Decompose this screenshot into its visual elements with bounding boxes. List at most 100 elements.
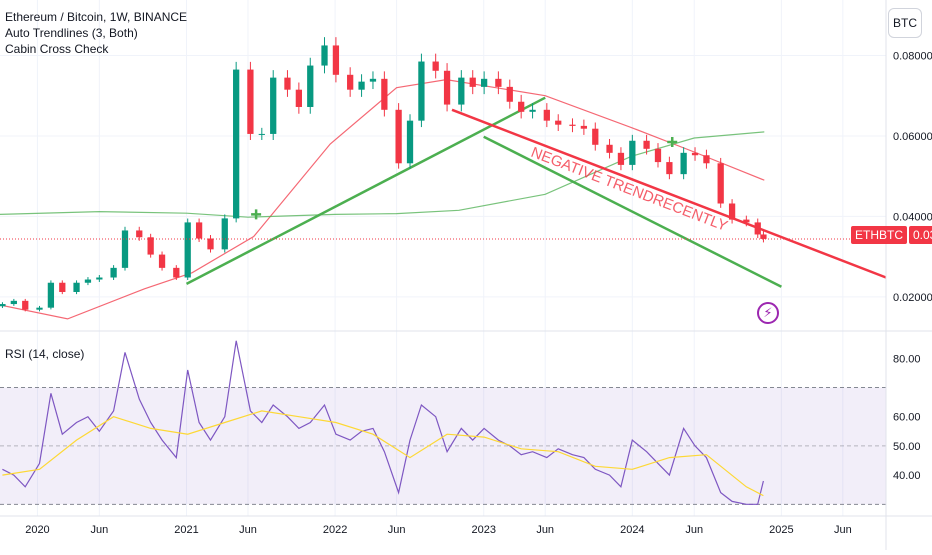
candle[interactable] xyxy=(617,152,625,165)
candle[interactable] xyxy=(480,78,488,87)
price-badge-value: 0.03439 xyxy=(909,226,932,244)
candle[interactable] xyxy=(147,237,154,255)
y-tick-label: 0.04000 xyxy=(893,211,932,223)
candle[interactable] xyxy=(195,222,203,239)
cross-marker[interactable] xyxy=(667,136,678,147)
legend: Ethereum / Bitcoin, 1W, BINANCE Auto Tre… xyxy=(5,9,187,57)
candle[interactable] xyxy=(158,254,166,268)
moving-average-slow[interactable] xyxy=(0,131,765,218)
x-tick-label: 2025 xyxy=(769,524,793,536)
candle[interactable] xyxy=(691,152,699,156)
candle[interactable] xyxy=(518,101,525,112)
trendline-support[interactable] xyxy=(185,96,546,286)
candle[interactable] xyxy=(307,65,314,107)
candle[interactable] xyxy=(754,222,761,235)
cross-marker[interactable] xyxy=(251,209,262,220)
y-tick-label: 0.02000 xyxy=(893,292,932,304)
candle[interactable] xyxy=(506,86,513,102)
candle[interactable] xyxy=(569,124,576,126)
candle[interactable] xyxy=(760,234,767,239)
moving-average-fast[interactable] xyxy=(0,78,765,320)
candle[interactable] xyxy=(395,109,402,164)
candle[interactable] xyxy=(258,133,265,135)
candle[interactable] xyxy=(629,140,636,165)
indicator-cabin-cross-check[interactable]: Cabin Cross Check xyxy=(5,42,109,56)
candle[interactable] xyxy=(96,277,103,280)
candle[interactable] xyxy=(469,77,476,87)
candle[interactable] xyxy=(321,45,328,66)
candle[interactable] xyxy=(381,78,388,110)
candle[interactable] xyxy=(247,69,254,134)
candle[interactable] xyxy=(369,78,377,82)
candle[interactable] xyxy=(47,282,55,308)
rsi-y-tick-label: 40.00 xyxy=(893,470,921,482)
candle[interactable] xyxy=(418,61,425,121)
candle[interactable] xyxy=(10,300,17,305)
x-tick-label: 2022 xyxy=(323,524,347,536)
candle[interactable] xyxy=(606,144,613,153)
x-tick-label: 2024 xyxy=(620,524,644,536)
x-tick-label: Jun xyxy=(388,524,406,536)
candle[interactable] xyxy=(654,148,662,163)
candle[interactable] xyxy=(207,238,214,250)
price-badge: ETHBTC 0.03439 xyxy=(851,226,932,244)
candle[interactable] xyxy=(295,89,302,107)
candle[interactable] xyxy=(432,61,439,71)
candle[interactable] xyxy=(543,109,550,121)
candle[interactable] xyxy=(73,282,80,292)
candle[interactable] xyxy=(233,69,240,219)
candle[interactable] xyxy=(580,125,588,129)
candle[interactable] xyxy=(84,279,92,283)
rsi-title[interactable]: RSI (14, close) xyxy=(5,347,85,361)
x-tick-label: Jun xyxy=(685,524,703,536)
rsi-y-tick-label: 60.00 xyxy=(893,412,921,424)
candle[interactable] xyxy=(680,152,687,175)
candle[interactable] xyxy=(666,162,673,175)
y-tick-label: 0.08000 xyxy=(893,51,932,63)
candle[interactable] xyxy=(270,77,277,134)
trendline-resistance[interactable] xyxy=(451,108,887,279)
lightning-icon[interactable]: ⚡︎ xyxy=(757,302,779,324)
x-tick-label: 2020 xyxy=(25,524,49,536)
candle[interactable] xyxy=(284,77,291,90)
candle[interactable] xyxy=(347,74,354,90)
candle[interactable] xyxy=(443,70,451,105)
candle[interactable] xyxy=(703,155,710,164)
candle[interactable] xyxy=(221,218,228,250)
candle[interactable] xyxy=(743,219,750,223)
indicator-auto-trendlines[interactable]: Auto Trendlines (3, Both) xyxy=(5,26,138,40)
price-badge-symbol: ETHBTC xyxy=(851,226,907,244)
x-tick-label: 2023 xyxy=(471,524,495,536)
rsi-y-tick-label: 80.00 xyxy=(893,353,921,365)
candle[interactable] xyxy=(592,128,599,145)
candle[interactable] xyxy=(728,203,736,220)
candle[interactable] xyxy=(458,77,465,105)
candle[interactable] xyxy=(406,120,414,164)
trendline-lower[interactable] xyxy=(483,135,782,288)
x-tick-label: Jun xyxy=(834,524,852,536)
currency-button[interactable]: BTC xyxy=(888,8,922,38)
candle[interactable] xyxy=(36,307,43,310)
candle[interactable] xyxy=(717,163,724,204)
candle[interactable] xyxy=(173,267,180,278)
rsi-moving-average[interactable] xyxy=(2,410,764,497)
candle[interactable] xyxy=(184,222,191,278)
candle[interactable] xyxy=(110,267,117,278)
rsi-line[interactable] xyxy=(2,340,764,505)
candle[interactable] xyxy=(121,230,129,268)
candle[interactable] xyxy=(332,45,340,75)
candle[interactable] xyxy=(136,230,143,238)
candle[interactable] xyxy=(0,304,6,307)
chart-title[interactable]: Ethereum / Bitcoin, 1W, BINANCE xyxy=(5,10,188,24)
candle[interactable] xyxy=(643,140,650,149)
candle[interactable] xyxy=(495,78,502,87)
x-tick-label: 2021 xyxy=(174,524,198,536)
candle[interactable] xyxy=(555,120,562,125)
candle[interactable] xyxy=(358,81,365,90)
candle[interactable] xyxy=(529,109,536,112)
candle[interactable] xyxy=(22,300,29,310)
x-tick-label: Jun xyxy=(536,524,554,536)
candle[interactable] xyxy=(59,282,66,292)
